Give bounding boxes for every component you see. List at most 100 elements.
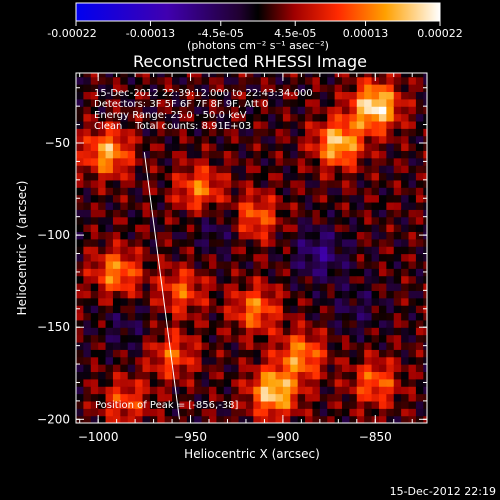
- heatmap-cell: [135, 194, 144, 203]
- heatmap-cell: [297, 290, 306, 299]
- heatmap-cell: [423, 201, 427, 210]
- heatmap-cell: [378, 231, 387, 240]
- heatmap-cell: [238, 275, 247, 284]
- heatmap-cell: [105, 224, 114, 233]
- heatmap-cell: [223, 106, 232, 115]
- heatmap-cell: [201, 113, 210, 122]
- heatmap-cell: [253, 327, 262, 336]
- heatmap-cell: [186, 194, 195, 203]
- heatmap-cell: [245, 312, 254, 321]
- heatmap-cell: [90, 290, 99, 299]
- heatmap-cell: [245, 364, 254, 373]
- heatmap-cell: [245, 297, 254, 306]
- heatmap-cell: [356, 297, 365, 306]
- heatmap-cell: [120, 91, 129, 100]
- heatmap-cell: [194, 378, 203, 387]
- heatmap-cell: [238, 268, 247, 277]
- heatmap-cell: [216, 120, 225, 129]
- heatmap-cell: [112, 194, 121, 203]
- heatmap-cell: [98, 194, 107, 203]
- heatmap-cell: [142, 275, 151, 284]
- heatmap-cell: [238, 216, 247, 225]
- heatmap-cell: [172, 209, 181, 218]
- heatmap-cell: [157, 349, 166, 358]
- heatmap-cell: [327, 98, 336, 107]
- heatmap-cell: [253, 378, 262, 387]
- heatmap-cell: [201, 408, 210, 417]
- heatmap-cell: [135, 260, 144, 269]
- heatmap-cell: [275, 135, 284, 144]
- heatmap-cell: [216, 98, 225, 107]
- heatmap-cell: [120, 194, 129, 203]
- heatmap-cell: [282, 84, 291, 93]
- heatmap-cell: [186, 201, 195, 210]
- heatmap-cell: [209, 231, 217, 240]
- heatmap-cell: [179, 253, 188, 262]
- heatmap-cell: [253, 268, 262, 277]
- heatmap-cell: [201, 135, 210, 144]
- heatmap-cell: [349, 84, 358, 93]
- heatmap-cell: [393, 150, 402, 159]
- heatmap-cell: [209, 319, 217, 328]
- heatmap-cell: [423, 98, 427, 107]
- heatmap-cell: [356, 120, 365, 129]
- heatmap-cell: [98, 91, 107, 100]
- heatmap-cell: [120, 260, 129, 269]
- heatmap-cell: [275, 283, 284, 291]
- heatmap-cell: [179, 216, 188, 225]
- heatmap-cell: [90, 84, 99, 93]
- heatmap-cell: [393, 283, 402, 291]
- heatmap-cell: [157, 179, 166, 188]
- heatmap-cell: [142, 364, 151, 373]
- heatmap-cell: [260, 356, 269, 365]
- heatmap-cell: [149, 327, 158, 336]
- heatmap-cell: [312, 231, 321, 240]
- heatmap-cell: [349, 297, 358, 306]
- heatmap-cell: [290, 327, 299, 336]
- heatmap-cell: [268, 187, 277, 196]
- heatmap-cell: [312, 106, 321, 115]
- heatmap-cell: [186, 157, 195, 166]
- heatmap-cell: [157, 106, 166, 115]
- heatmap-cell: [98, 246, 107, 255]
- heatmap-cell: [216, 231, 225, 240]
- heatmap-cell: [393, 319, 402, 328]
- heatmap-cell: [334, 143, 343, 151]
- heatmap-cell: [201, 297, 210, 306]
- heatmap-cell: [223, 76, 232, 85]
- heatmap-cell: [172, 84, 181, 93]
- heatmap-cell: [305, 253, 314, 262]
- heatmap-cell: [386, 297, 395, 306]
- heatmap-cell: [364, 371, 373, 380]
- heatmap-cell: [342, 356, 351, 365]
- heatmap-cell: [408, 187, 417, 196]
- heatmap-cell: [231, 378, 240, 387]
- heatmap-cell: [201, 194, 210, 203]
- heatmap-cell: [371, 157, 380, 166]
- heatmap-cell: [260, 120, 269, 129]
- heatmap-cell: [172, 253, 181, 262]
- heatmap-cell: [349, 98, 358, 107]
- heatmap-cell: [164, 91, 173, 100]
- heatmap-cell: [231, 165, 240, 174]
- heatmap-cell: [90, 415, 99, 423]
- heatmap-cell: [334, 290, 343, 299]
- heatmap-cell: [401, 209, 410, 218]
- heatmap-cell: [282, 356, 291, 365]
- heatmap-cell: [135, 400, 144, 409]
- heatmap-cell: [157, 364, 166, 373]
- heatmap-cell: [349, 341, 358, 350]
- heatmap-cell: [223, 179, 232, 188]
- heatmap-cell: [393, 201, 402, 210]
- heatmap-cell: [231, 341, 240, 350]
- heatmap-cell: [415, 209, 424, 218]
- heatmap-cell: [157, 157, 166, 166]
- heatmap-cell: [290, 378, 299, 387]
- heatmap-cell: [231, 76, 240, 85]
- heatmap-cell: [378, 91, 387, 100]
- x-axis-label: Heliocentric X (arcsec): [184, 447, 320, 461]
- heatmap-cell: [342, 216, 351, 225]
- heatmap-cell: [312, 312, 321, 321]
- heatmap-cell: [164, 165, 173, 174]
- heatmap-cell: [149, 268, 158, 277]
